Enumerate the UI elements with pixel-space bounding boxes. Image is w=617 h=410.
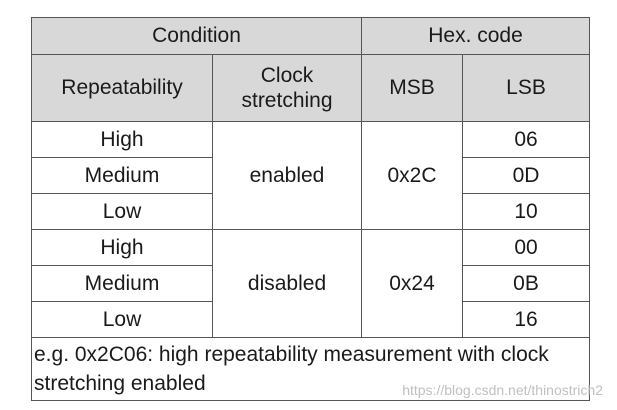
header-row-2: Repeatability Clock stretching MSB LSB [31,54,591,122]
repeatability-cell: High [31,229,213,266]
lsb-cell: 00 [462,229,591,266]
lsb-cell: 16 [462,301,591,338]
watermark: https://blog.csdn.net/thinostrich2 [402,382,603,398]
repeatability-cell: Low [31,301,213,338]
table-row: High disabled 0x24 00 [31,229,591,338]
table-row: Low 16 [31,301,591,338]
lsb-cell: 10 [462,193,591,230]
condition-header: Condition [30,17,363,55]
msb-header: MSB [361,54,464,122]
example-note: e.g. 0x2C06: high repeatability measurem… [30,337,591,401]
header-row-1: Condition Hex. code [30,17,591,55]
lsb-header: LSB [462,54,591,122]
table-row: Medium 0D [31,157,591,194]
hex-code-header: Hex. code [361,17,591,55]
clock-stretching-header-line2: stretching [241,89,333,112]
table-row: Medium 0B [31,265,591,302]
lsb-cell: 06 [462,121,591,158]
table-row: Low 10 [31,193,591,230]
note-row: e.g. 0x2C06: high repeatability measurem… [30,337,591,401]
repeatability-cell: Low [31,193,213,230]
repeatability-header: Repeatability [31,54,213,122]
command-table: Condition Hex. code Repeatability Clock s… [30,17,591,401]
lsb-cell: 0D [462,157,591,194]
clock-stretching-header: Clock stretching [211,54,363,122]
command-table-container: Condition Hex. code Repeatability Clock s… [30,17,591,401]
clock-stretching-cell: disabled [211,229,363,338]
repeatability-cell: Medium [31,157,213,194]
lsb-cell: 0B [462,265,591,302]
msb-cell: 0x2C [361,121,464,230]
repeatability-cell: High [31,121,213,158]
clock-stretching-cell: enabled [211,121,363,230]
msb-cell: 0x24 [361,229,464,338]
repeatability-cell: Medium [31,265,213,302]
clock-stretching-header-line1: Clock [260,63,314,87]
table-row: High enabled 0x2C 06 [31,121,591,230]
